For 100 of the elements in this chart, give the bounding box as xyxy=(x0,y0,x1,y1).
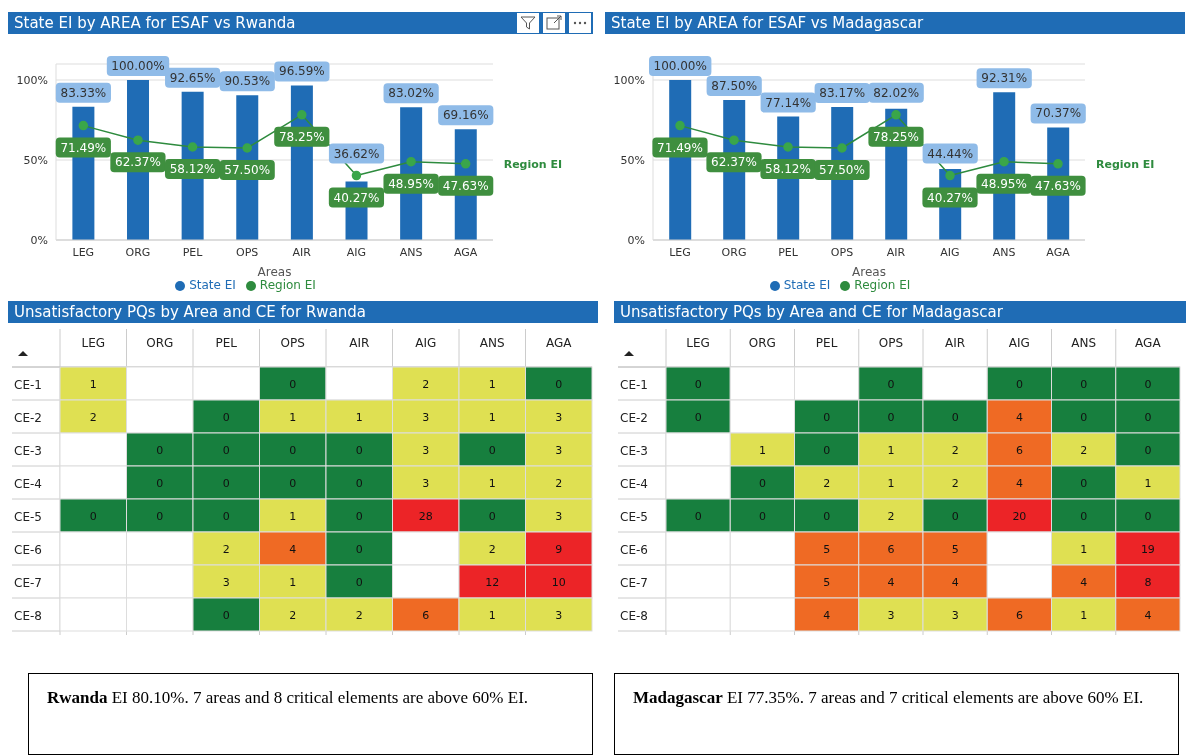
text: EI 80.10%. 7 areas and 8 critical elements are above 60% EI. xyxy=(111,688,529,707)
data-label: 4 xyxy=(1015,476,1023,490)
data-label: 19 xyxy=(1140,542,1155,556)
data-label: 90.53% xyxy=(224,74,271,89)
data-label: 83.33% xyxy=(60,85,107,100)
x-tick-label: AIR xyxy=(292,245,312,259)
x-tick-label: ORG xyxy=(125,245,151,259)
data-label: 82.02% xyxy=(873,85,920,100)
x-tick-label: AGA xyxy=(1135,336,1162,350)
data-label: 0 xyxy=(222,410,230,424)
data-label: 5 xyxy=(951,542,959,556)
point xyxy=(297,110,307,120)
data-label: 100.00% xyxy=(111,59,165,73)
x-tick-label: OPS xyxy=(236,245,259,259)
data-label: 1 xyxy=(488,377,496,391)
data-label: 57.50% xyxy=(224,163,271,177)
y-tick-label: CE-4 xyxy=(620,476,648,491)
y-tick-label: 50% xyxy=(23,153,48,167)
point xyxy=(460,159,471,169)
x-tick-label: LEG xyxy=(81,336,106,350)
data-label: 71.49% xyxy=(657,140,703,155)
data-label: 83.02% xyxy=(388,86,435,101)
data-label: 2 xyxy=(823,476,831,490)
y-tick-label: CE-2 xyxy=(620,410,648,425)
data-label: 0 xyxy=(222,443,230,457)
data-label: 0 xyxy=(1144,509,1152,523)
data-label: 0 xyxy=(694,509,702,523)
x-tick-label: AIG xyxy=(1008,336,1030,350)
data-label: 47.63% xyxy=(1035,178,1081,193)
x-tick-label: LEG xyxy=(686,336,710,350)
data-label: 92.31% xyxy=(981,71,1028,86)
point xyxy=(187,142,198,152)
data-label: 3 xyxy=(555,410,563,424)
y-tick-label: 0% xyxy=(30,233,48,247)
point xyxy=(1053,159,1063,169)
data-label: 0 xyxy=(289,377,297,391)
data-label: 83.17% xyxy=(819,85,866,100)
data-label: 1 xyxy=(289,509,297,523)
data-label: 0 xyxy=(823,410,831,424)
data-label: 0 xyxy=(555,377,563,391)
data-label: 2 xyxy=(951,476,959,490)
x-tick-label: OPS xyxy=(878,336,904,350)
data-label: 0 xyxy=(694,410,702,424)
data-label: 3 xyxy=(555,443,563,457)
data-label: 9 xyxy=(555,542,563,556)
data-label: 58.12% xyxy=(169,162,216,177)
y-tick-label: CE-1 xyxy=(14,377,42,392)
data-label: 92.65% xyxy=(169,70,216,85)
data-label: 6 xyxy=(1015,608,1023,622)
x-tick-label: PEL xyxy=(815,336,838,350)
data-label: 3 xyxy=(555,608,563,622)
data-label: 62.37% xyxy=(711,155,757,170)
data-label: 1 xyxy=(488,608,496,622)
data-label: 1 xyxy=(289,410,297,424)
text: EI 77.35%. 7 areas and 7 critical elements are above 60% EI. xyxy=(726,688,1144,707)
x-tick-label: OPS xyxy=(280,336,305,350)
y-tick-label: 100% xyxy=(613,73,645,87)
data-label: 0 xyxy=(1080,377,1088,391)
data-label: 0 xyxy=(89,509,97,523)
point xyxy=(891,110,901,120)
y-tick-label: 0% xyxy=(627,233,645,247)
data-label: 78.25% xyxy=(873,129,919,144)
data-label: 3 xyxy=(222,575,230,589)
data-label: 1 xyxy=(355,410,363,424)
data-label: 77.14% xyxy=(765,95,812,110)
data-label: 58.12% xyxy=(765,162,811,177)
data-label: 0 xyxy=(222,608,230,622)
x-tick-label: PEL xyxy=(182,245,204,259)
text: Rwanda xyxy=(47,688,108,707)
data-label: 48.95% xyxy=(981,176,1027,191)
data-label: 0 xyxy=(156,443,164,457)
data-label: 40.27% xyxy=(333,190,380,205)
data-label: 0 xyxy=(887,377,895,391)
y-tick-label: CE-4 xyxy=(14,476,42,491)
x-tick-label: AGA xyxy=(1046,245,1071,259)
data-label: 0 xyxy=(488,509,496,523)
data-label: 96.59% xyxy=(279,64,325,79)
point xyxy=(945,170,955,181)
x-tick-label: AIR xyxy=(886,245,906,259)
data-label: 2 xyxy=(89,410,97,424)
data-label: 28 xyxy=(418,509,433,523)
data-label: 87.50% xyxy=(711,79,758,93)
data-label: 1 xyxy=(289,575,297,589)
data-label: 0 xyxy=(1080,509,1088,523)
data-label: 3 xyxy=(555,509,563,523)
data-label: 20 xyxy=(1012,509,1027,523)
x-tick-label: ORG xyxy=(721,245,747,259)
data-label: 0 xyxy=(1080,476,1088,490)
data-label: 12 xyxy=(485,575,500,589)
data-label: 0 xyxy=(156,509,164,523)
data-label: 2 xyxy=(422,377,430,391)
x-tick-label: AIG xyxy=(415,336,437,350)
data-label: 4 xyxy=(289,542,297,556)
data-label: 0 xyxy=(758,509,766,523)
y-tick-label: CE-5 xyxy=(14,509,42,524)
data-label: 0 xyxy=(156,476,164,490)
x-tick-label: ORG xyxy=(146,336,174,350)
data-label: 4 xyxy=(951,575,959,589)
point xyxy=(406,156,416,167)
x-tick-label: LEG xyxy=(72,245,95,259)
